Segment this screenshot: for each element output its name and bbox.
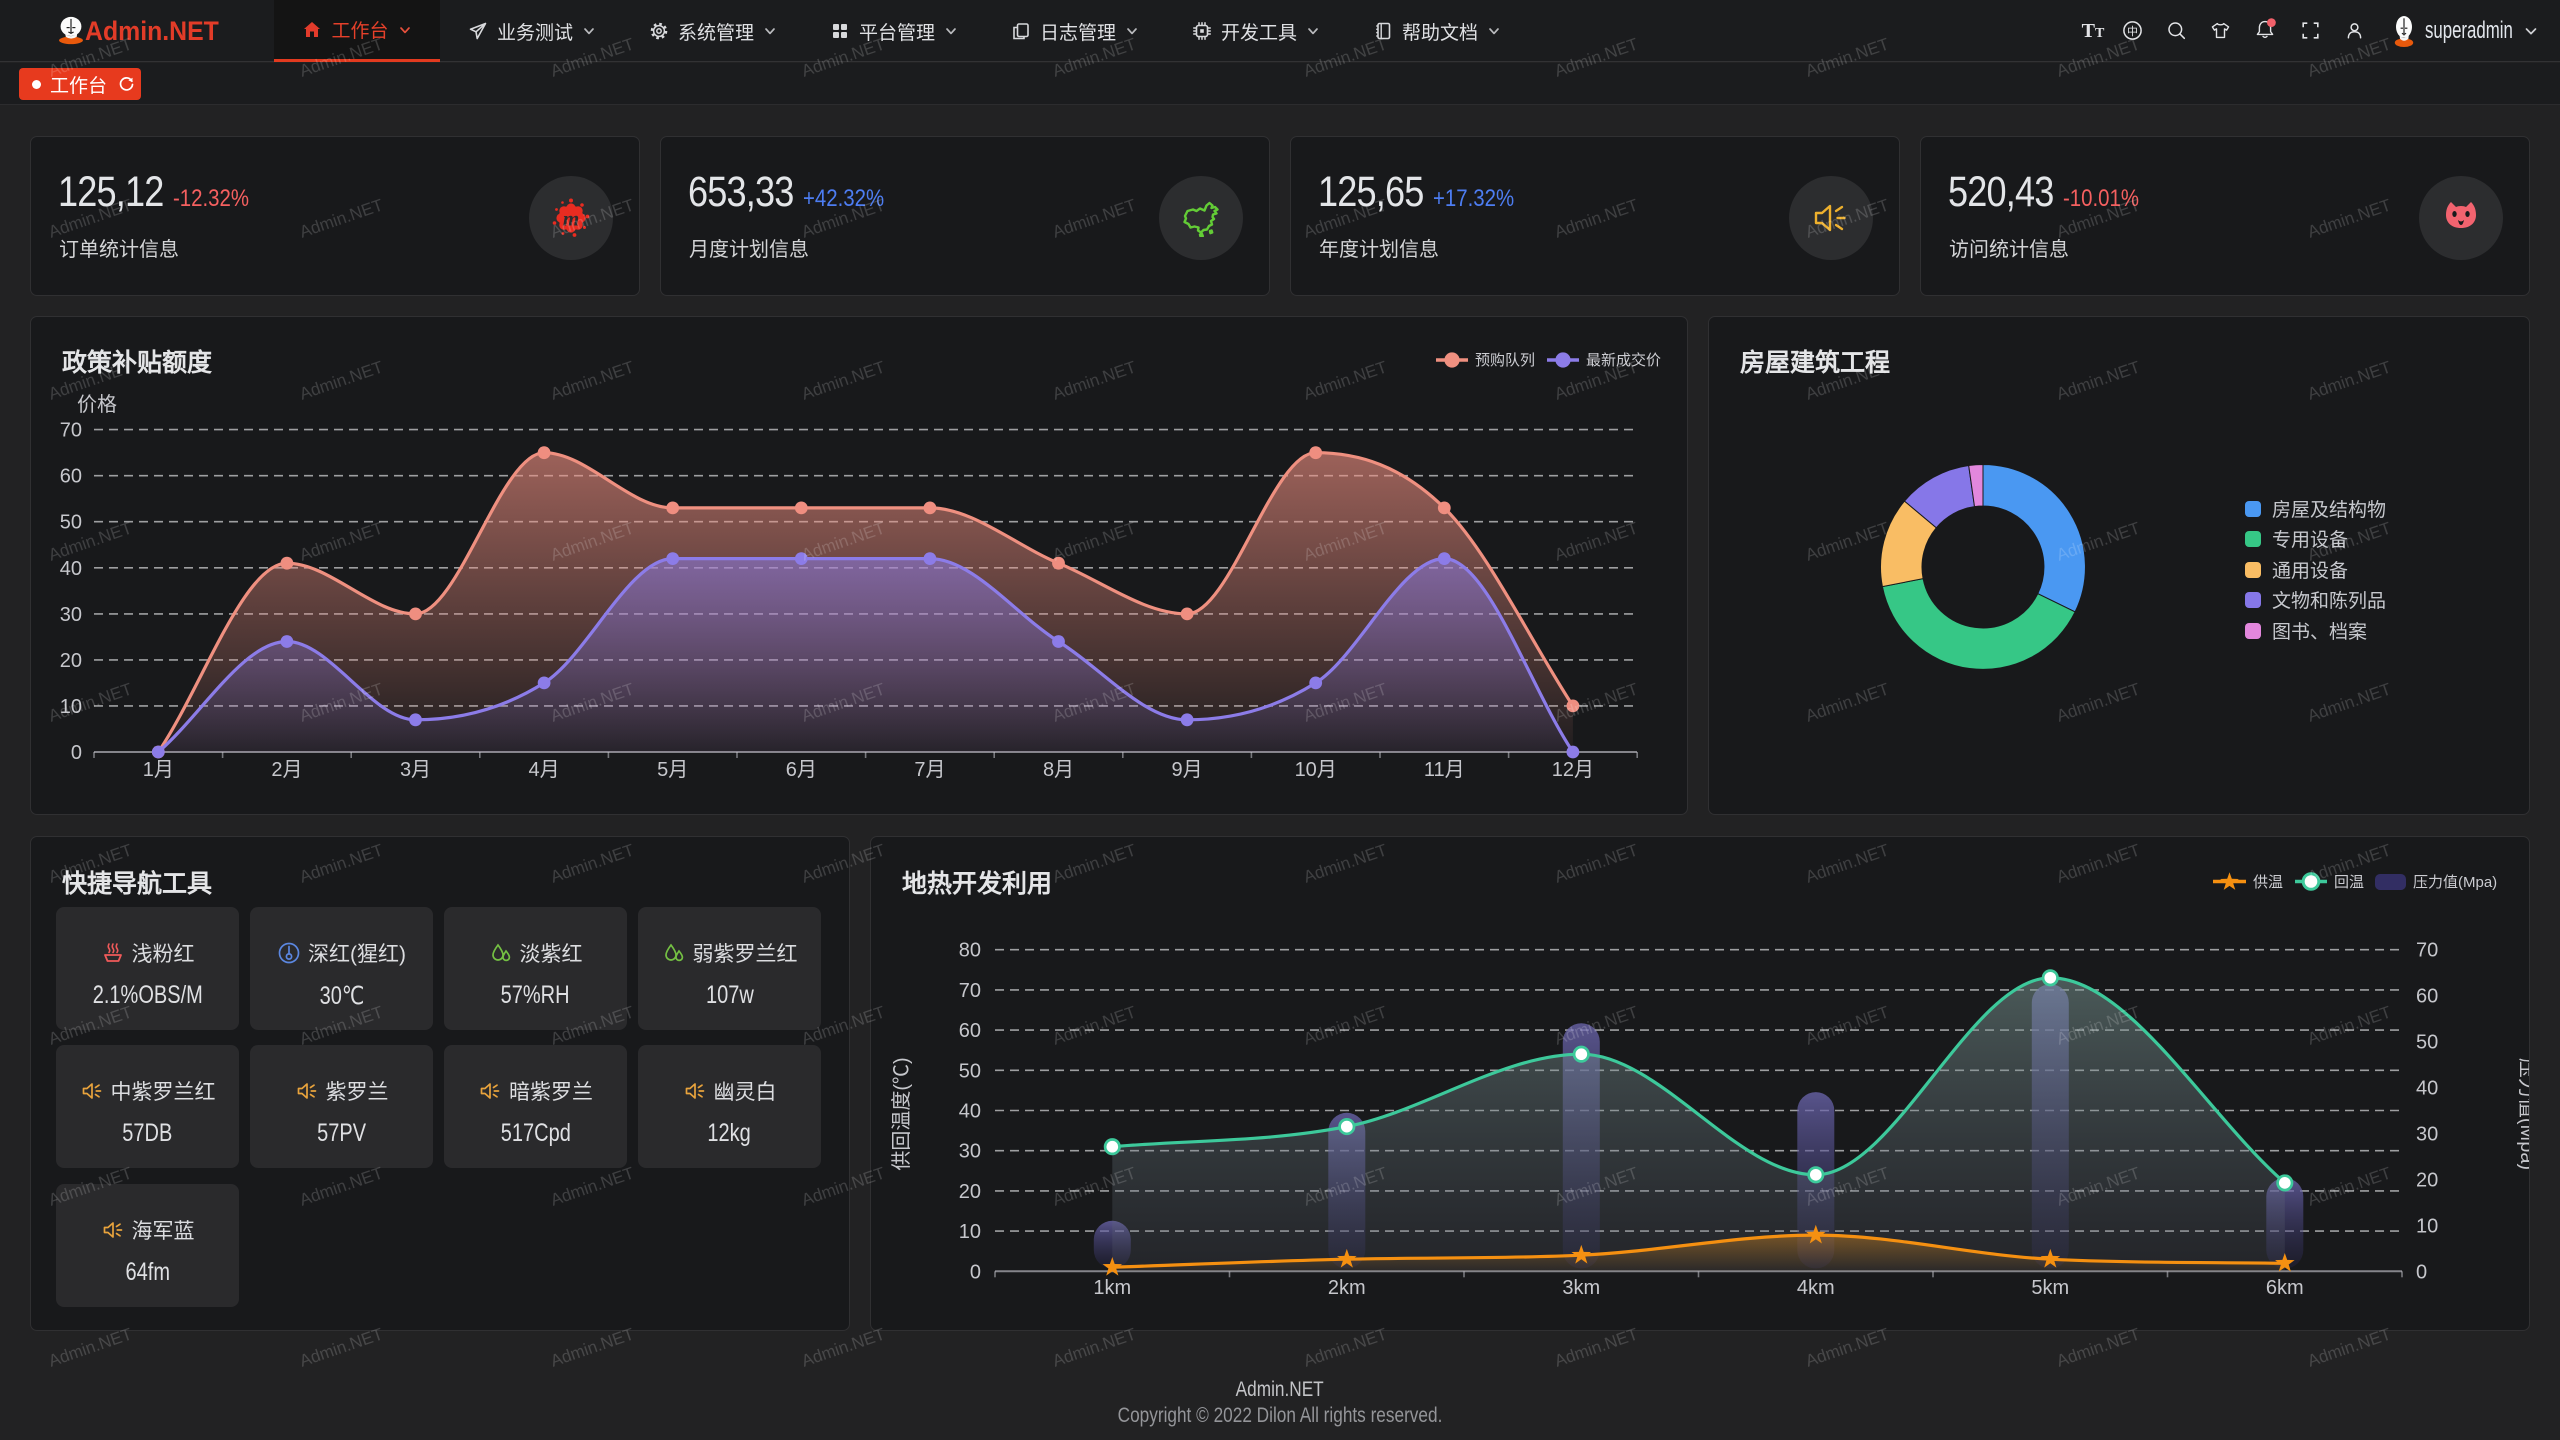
svg-text:供回温度(℃): 供回温度(℃) — [890, 1057, 913, 1170]
svg-text:30: 30 — [959, 1141, 981, 1163]
svg-text:9月: 9月 — [1172, 759, 1203, 781]
svg-text:0: 0 — [2416, 1261, 2427, 1283]
svg-text:m: m — [563, 207, 579, 231]
svg-text:价格: 价格 — [77, 393, 117, 416]
svg-text:50: 50 — [959, 1060, 981, 1082]
svg-text:0: 0 — [970, 1261, 981, 1283]
svg-text:10: 10 — [2416, 1215, 2438, 1237]
svg-text:5月: 5月 — [657, 759, 688, 781]
svg-text:70: 70 — [2416, 940, 2438, 962]
svg-text:40: 40 — [60, 558, 82, 580]
svg-text:10月: 10月 — [1295, 759, 1337, 781]
svg-text:20: 20 — [60, 650, 82, 672]
svg-text:60: 60 — [2416, 986, 2438, 1008]
svg-text:60: 60 — [959, 1020, 981, 1042]
svg-text:10: 10 — [959, 1221, 981, 1243]
svg-text:50: 50 — [2416, 1032, 2438, 1054]
svg-text:20: 20 — [959, 1181, 981, 1203]
svg-text:3月: 3月 — [400, 759, 431, 781]
svg-text:11月: 11月 — [1424, 759, 1465, 781]
svg-text:4km: 4km — [1797, 1277, 1835, 1299]
svg-text:40: 40 — [959, 1101, 981, 1123]
svg-text:20: 20 — [2416, 1169, 2438, 1191]
svg-text:0: 0 — [71, 742, 82, 764]
svg-text:60: 60 — [60, 466, 82, 488]
svg-text:压力值(Mpa): 压力值(Mpa) — [2516, 1058, 2530, 1170]
svg-text:1km: 1km — [1093, 1277, 1131, 1299]
svg-text:2km: 2km — [1328, 1277, 1366, 1299]
svg-text:12月: 12月 — [1552, 759, 1594, 781]
svg-text:80: 80 — [959, 940, 981, 962]
svg-text:8月: 8月 — [1043, 759, 1074, 781]
svg-text:70: 70 — [60, 420, 82, 442]
svg-text:中: 中 — [2127, 25, 2138, 38]
svg-text:7月: 7月 — [914, 759, 945, 781]
svg-text:4月: 4月 — [529, 759, 560, 781]
svg-text:5km: 5km — [2031, 1277, 2069, 1299]
svg-text:3km: 3km — [1562, 1277, 1600, 1299]
svg-text:1月: 1月 — [143, 759, 174, 781]
svg-text:50: 50 — [60, 512, 82, 534]
svg-text:40: 40 — [2416, 1078, 2438, 1100]
svg-text:6月: 6月 — [786, 759, 817, 781]
svg-text:30: 30 — [60, 604, 82, 626]
svg-text:6km: 6km — [2266, 1277, 2304, 1299]
svg-text:70: 70 — [959, 980, 981, 1002]
svg-text:10: 10 — [60, 696, 82, 718]
svg-text:2月: 2月 — [271, 759, 302, 781]
svg-text:30: 30 — [2416, 1124, 2438, 1146]
